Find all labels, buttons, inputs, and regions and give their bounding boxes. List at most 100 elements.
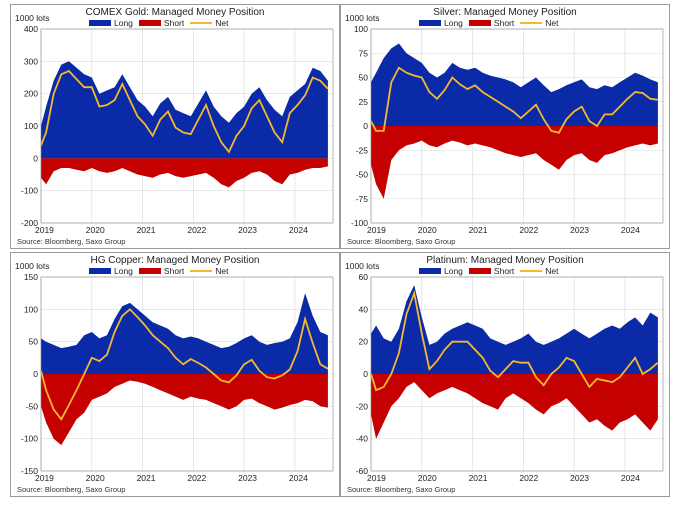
chart-panel: COMEX Gold: Managed Money Position 1000 l… xyxy=(10,4,340,249)
y-tick-label: 400 xyxy=(24,24,38,34)
legend-label-net: Net xyxy=(545,266,559,276)
y-tick-label: 40 xyxy=(359,304,369,314)
chart-title: COMEX Gold: Managed Money Position xyxy=(85,7,265,18)
y-tick-label: 100 xyxy=(24,304,38,314)
legend-swatch-short xyxy=(138,20,161,26)
legend-label-long: Long xyxy=(444,266,463,276)
legend-swatch-net xyxy=(520,270,543,272)
source-note: Source: Bloomberg, Saxo Group xyxy=(347,237,456,246)
legend-item-long: Long xyxy=(419,266,463,276)
x-tick-label: 2019 xyxy=(35,473,54,483)
y-tick-label: 0 xyxy=(363,369,368,379)
legend-swatch-net xyxy=(190,270,213,272)
y-tick-label: -60 xyxy=(356,466,369,476)
y-tick-label: -25 xyxy=(356,145,369,155)
short-area xyxy=(371,374,658,439)
chart-svg: -60 -40 -20 0 20 40 60 2019 2020 2021 2022 2023 2024 xyxy=(356,272,664,483)
chart-title: Platinum: Managed Money Position xyxy=(426,255,584,266)
x-tick-label: 2022 xyxy=(187,473,206,483)
legend-item-long: Long xyxy=(419,18,463,28)
x-tick-label: 2019 xyxy=(35,225,54,235)
legend-label-short: Short xyxy=(163,266,185,276)
legend-label-short: Short xyxy=(163,18,185,28)
x-tick-label: 2020 xyxy=(418,225,437,235)
y-units-label: 1000 lots xyxy=(345,261,380,271)
x-tick-label: 2023 xyxy=(238,225,257,235)
y-tick-label: -20 xyxy=(356,401,369,411)
y-tick-label: -50 xyxy=(26,401,39,411)
net-line xyxy=(370,289,659,392)
chart-svg: -150 -100 -50 0 50 100 150 2019 2020 2021 2022 2023… xyxy=(21,272,334,483)
y-tick-label: 50 xyxy=(29,337,39,347)
chart-legend: Long Short Net xyxy=(419,266,558,276)
y-tick-label: -100 xyxy=(351,218,368,228)
chart-legend: Long Short Net xyxy=(89,18,228,28)
plot-frame xyxy=(40,276,334,472)
x-tick-label: 2021 xyxy=(137,225,156,235)
legend-item-short: Short xyxy=(138,266,185,276)
source-note: Source: Bloomberg, Saxo Group xyxy=(17,485,126,494)
plot-frame xyxy=(370,276,664,472)
y-tick-label: -75 xyxy=(356,194,369,204)
legend-label-short: Short xyxy=(493,18,515,28)
x-tick-label: 2020 xyxy=(86,225,105,235)
x-tick-label: 2024 xyxy=(289,473,308,483)
legend-label-net: Net xyxy=(215,266,229,276)
y-tick-label: -150 xyxy=(21,466,38,476)
x-tick-label: 2023 xyxy=(570,473,589,483)
y-tick-label: 75 xyxy=(359,48,369,58)
legend-swatch-net xyxy=(520,22,543,24)
y-tick-label: 0 xyxy=(33,153,38,163)
legend-item-long: Long xyxy=(89,18,133,28)
chart-svg: -100 -75 -50 -25 0 25 50 75 100 2019 2020 2021 2022 2… xyxy=(351,24,664,235)
y-tick-label: 60 xyxy=(359,272,369,282)
legend-label-long: Long xyxy=(444,18,463,28)
legend-item-short: Short xyxy=(138,18,185,28)
legend-label-long: Long xyxy=(114,266,133,276)
legend-label-net: Net xyxy=(545,18,559,28)
y-tick-label: -50 xyxy=(356,170,369,180)
legend-swatch-short xyxy=(468,268,491,274)
long-area xyxy=(371,43,658,126)
legend-item-short: Short xyxy=(468,18,515,28)
legend-label-long: Long xyxy=(114,18,133,28)
chart-svg: -200 -100 0 100 200 300 400 2019 2020 2021 2022 202… xyxy=(21,24,334,235)
legend-swatch-long xyxy=(419,268,441,274)
legend-swatch-long xyxy=(419,20,441,26)
y-tick-label: -40 xyxy=(356,434,369,444)
x-tick-label: 2021 xyxy=(469,473,488,483)
plot-frame xyxy=(370,28,664,224)
chart-title: Silver: Managed Money Position xyxy=(433,7,577,18)
y-tick-label: -100 xyxy=(21,186,38,196)
legend-swatch-short xyxy=(138,268,161,274)
legend-swatch-long xyxy=(89,268,111,274)
x-tick-label: 2020 xyxy=(418,473,437,483)
x-tick-label: 2022 xyxy=(519,473,538,483)
y-units-label: 1000 lots xyxy=(15,261,50,271)
short-area xyxy=(371,126,658,199)
x-tick-label: 2021 xyxy=(469,225,488,235)
legend-label-short: Short xyxy=(493,266,515,276)
chart-panel: HG Copper: Managed Money Position 1000 lo… xyxy=(10,252,340,497)
legend-item-net: Net xyxy=(520,18,558,28)
long-area xyxy=(41,61,328,159)
x-tick-label: 2023 xyxy=(570,225,589,235)
source-note: Source: Bloomberg, Saxo Group xyxy=(347,485,456,494)
y-tick-label: 150 xyxy=(24,272,38,282)
legend-label-net: Net xyxy=(215,18,229,28)
short-area xyxy=(41,158,328,188)
chart-panel: Silver: Managed Money Position 1000 lots L… xyxy=(340,4,670,249)
y-tick-label: -200 xyxy=(21,218,38,228)
net-line xyxy=(370,66,659,134)
legend-item-net: Net xyxy=(190,18,228,28)
y-tick-label: 0 xyxy=(363,121,368,131)
y-tick-label: 100 xyxy=(354,24,368,34)
y-tick-label: -100 xyxy=(21,434,38,444)
y-tick-label: 20 xyxy=(359,337,369,347)
y-units-label: 1000 lots xyxy=(345,13,380,23)
y-tick-label: 25 xyxy=(359,97,369,107)
source-note: Source: Bloomberg, Saxo Group xyxy=(17,237,126,246)
x-tick-label: 2022 xyxy=(519,225,538,235)
legend-item-net: Net xyxy=(190,266,228,276)
x-tick-label: 2021 xyxy=(137,473,156,483)
